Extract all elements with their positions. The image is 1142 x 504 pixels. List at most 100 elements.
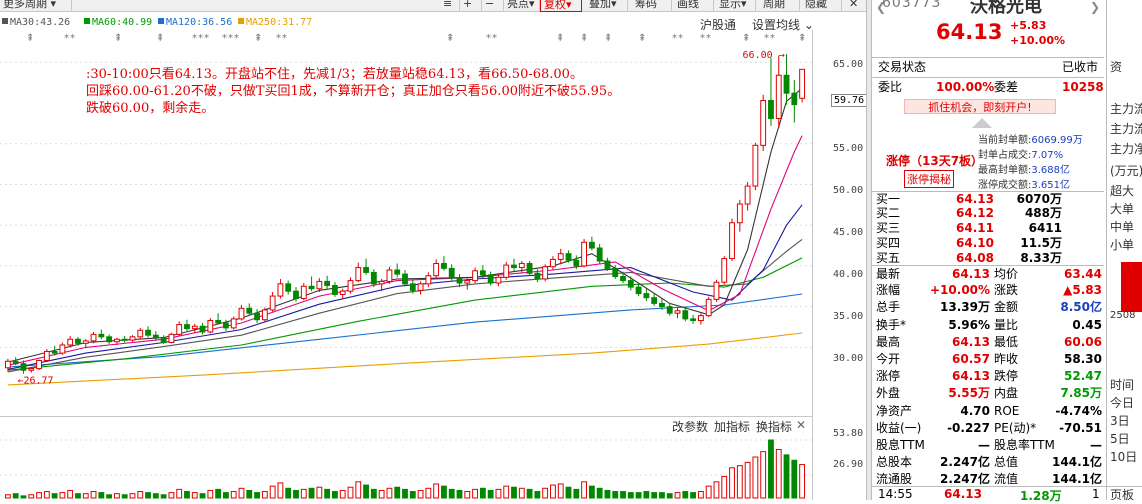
marker-arrow[interactable]: ⇞: [742, 33, 752, 44]
candle-body: [495, 276, 502, 284]
toolbar-chips[interactable]: 筹码: [632, 0, 672, 12]
bid-row[interactable]: 买五 64.08 8.33万: [872, 251, 1104, 266]
bid-row[interactable]: 买四 64.10 11.5万: [872, 236, 1104, 251]
quote-label: PE(动)*: [994, 420, 1037, 435]
axis-tick: 45.00: [833, 227, 864, 238]
fengdan-row: 最高封单额:3.688亿: [978, 161, 1070, 176]
toolbar-display[interactable]: 显示▾: [716, 0, 756, 12]
hide-label: 隐藏: [805, 0, 827, 10]
candle-body: [370, 271, 377, 285]
bid-row[interactable]: 买三 64.11 6411: [872, 221, 1104, 236]
candle-body: [176, 324, 183, 335]
volume-bar: [51, 493, 58, 499]
candle-body: [674, 310, 681, 314]
collapse-arrow-icon[interactable]: [972, 118, 992, 128]
volume-bar: [137, 491, 144, 499]
marker-star[interactable]: **: [672, 33, 684, 44]
candle-body: [43, 350, 50, 361]
quote-label: 最低: [994, 334, 1019, 349]
marker-arrow[interactable]: ⇞: [604, 33, 614, 44]
volume-bar: [433, 483, 440, 499]
open-account-ad[interactable]: 抓住机会，即刻开户!: [904, 99, 1056, 114]
volume-bar: [394, 486, 401, 499]
top-toolbar: 更多周期 ▾ ≡ + − 亮点▾ 复权▾ 叠加▾ 筹码 画线 显示▾ 周期 隐藏…: [0, 0, 866, 12]
volume-bar: [573, 488, 580, 499]
quote-value: 5.96%: [948, 317, 990, 332]
chevron-left-icon[interactable]: ❮: [876, 0, 887, 14]
candle-body: [425, 275, 432, 285]
marker-arrow[interactable]: ⇞: [446, 33, 456, 44]
marker-arrow[interactable]: ⇞: [254, 33, 264, 44]
marker-star[interactable]: **: [486, 33, 498, 44]
toolbar-overlay[interactable]: 叠加▾: [586, 0, 628, 12]
marker-arrow[interactable]: ⇞: [26, 33, 36, 44]
toolbar-btn-plus[interactable]: +: [460, 0, 482, 12]
limit-up-reveal-button[interactable]: 涨停揭秘: [904, 170, 954, 188]
bid-row[interactable]: 买一 64.13 6070万: [872, 191, 1104, 206]
candle-body: [20, 363, 27, 371]
quote-value: 13.39万: [940, 300, 990, 315]
volume-bar: [246, 489, 253, 499]
quote-value: 64.13: [952, 369, 990, 384]
marker-arrow[interactable]: ⇞: [798, 33, 808, 44]
marker-arrow[interactable]: ⇞: [556, 33, 566, 44]
toolbar-hide[interactable]: 隐藏: [802, 0, 842, 12]
close-icon[interactable]: ✕: [796, 418, 807, 432]
close-icon[interactable]: ✕: [849, 0, 859, 10]
ma30-legend: MA30:43.26: [2, 17, 70, 28]
chevron-right-icon[interactable]: ❯: [1090, 0, 1101, 14]
flow-text: 主力流: [1110, 102, 1142, 116]
marker-star[interactable]: ***: [192, 33, 210, 44]
volume-bar: [620, 491, 626, 499]
quote-row: 今开 60.57 昨收 58.30: [872, 351, 1104, 368]
quote-label: 股息TTM: [876, 438, 925, 452]
candle-body: [332, 284, 338, 295]
candle-body: [82, 340, 89, 344]
add-indicator-button[interactable]: 加指标: [714, 420, 751, 434]
candle-body: [363, 267, 369, 273]
marker-star[interactable]: ***: [222, 33, 240, 44]
candle-body: [534, 272, 541, 280]
marker-star[interactable]: **: [700, 33, 712, 44]
quote-row: 换手* 5.96% 量比 0.45: [872, 317, 1104, 334]
fengdan-label: 最高封单额:: [978, 165, 1032, 176]
marker-arrow[interactable]: ⇞: [638, 33, 648, 44]
volume-bar: [168, 492, 175, 499]
toolbar-highlight[interactable]: 亮点▾: [504, 0, 540, 12]
candle-body: [760, 100, 767, 146]
bid-volume: 6070万: [1016, 192, 1062, 206]
set-ma-button[interactable]: 设置均线 ⌄: [752, 16, 814, 33]
volume-bar: [378, 489, 385, 499]
volume-bar: [90, 491, 97, 499]
volume-bar: [534, 491, 541, 499]
toolbar-draw[interactable]: 画线: [674, 0, 714, 12]
marker-star[interactable]: **: [764, 33, 776, 44]
candle-body: [744, 185, 751, 205]
quote-value: +10.00%: [930, 283, 991, 298]
toolbar-fuquan[interactable]: 复权▾: [540, 0, 582, 12]
volume-bar: [768, 439, 774, 499]
quote-value: 144.1亿: [1052, 455, 1102, 470]
hgt-button[interactable]: 沪股通: [700, 18, 737, 32]
marker-arrow[interactable]: ⇞: [114, 33, 124, 44]
flow-text: 页板: [1110, 488, 1135, 500]
marker-star[interactable]: **: [64, 33, 76, 44]
switch-indicator-button[interactable]: 换指标: [756, 420, 793, 434]
quote-row: 最新 64.13 均价 63.44: [872, 265, 1104, 282]
bid-row[interactable]: 买二 64.12 488万: [872, 206, 1104, 221]
period-menu[interactable]: 更多周期 ▾: [0, 0, 72, 12]
toolbar-period[interactable]: 周期: [760, 0, 800, 12]
marker-star[interactable]: **: [276, 33, 288, 44]
marker-arrow[interactable]: ⇞: [580, 33, 590, 44]
toolbar-btn-1[interactable]: ≡: [440, 0, 460, 12]
panel-splitter[interactable]: [866, 0, 872, 500]
kline-chart[interactable]: 66.00 → ←26.77: [0, 0, 812, 500]
change-params-button[interactable]: 改参数: [672, 420, 709, 434]
candle-body: [752, 144, 759, 187]
marker-arrow[interactable]: ⇞: [156, 33, 166, 44]
volume-bar: [238, 487, 245, 499]
candle-body: [783, 74, 790, 94]
fengdan-label: 封单占成交:: [978, 150, 1032, 161]
candle-body: [145, 329, 151, 336]
toolbar-btn-minus[interactable]: −: [482, 0, 504, 12]
